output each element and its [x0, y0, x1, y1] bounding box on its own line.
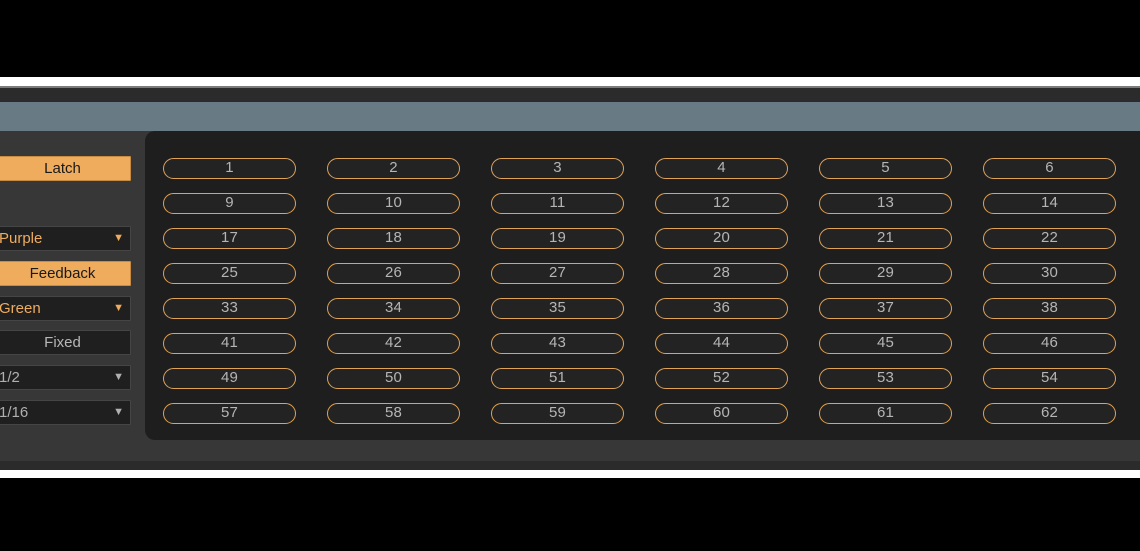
pad-grid: 1 2 3 4 5 6 9 10 11 12 13 14 17 18 19 20 21 22 25 26 27 28 29 3… [163, 158, 1140, 424]
window-titlebar[interactable] [0, 102, 1140, 131]
chevron-down-icon: ▼ [113, 232, 124, 244]
pad-button[interactable]: 10 [327, 193, 460, 214]
pad-button[interactable]: 19 [491, 228, 624, 249]
pad-button[interactable]: 59 [491, 403, 624, 424]
pad-button[interactable]: 50 [327, 368, 460, 389]
pad-button[interactable]: 46 [983, 333, 1116, 354]
pad-button[interactable]: 35 [491, 298, 624, 319]
pad-button[interactable]: 12 [655, 193, 788, 214]
device-footer [0, 461, 1140, 470]
pad-button[interactable]: 37 [819, 298, 952, 319]
pad-button[interactable]: 18 [327, 228, 460, 249]
color-2-dropdown-label: Green [0, 300, 41, 317]
pad-button[interactable]: 60 [655, 403, 788, 424]
latch-button[interactable]: Latch [0, 156, 131, 181]
chevron-down-icon: ▼ [113, 302, 124, 314]
bottom-black-area [0, 478, 1140, 551]
pad-button[interactable]: 27 [491, 263, 624, 284]
control-sidebar: Latch Purple ▼ Feedback Green ▼ Fixed 1/… [0, 131, 131, 461]
color-1-dropdown[interactable]: Purple ▼ [0, 226, 131, 251]
chevron-down-icon: ▼ [113, 371, 124, 383]
chevron-down-icon: ▼ [113, 406, 124, 418]
pad-button[interactable]: 5 [819, 158, 952, 179]
pad-button[interactable]: 25 [163, 263, 296, 284]
pad-button[interactable]: 2 [327, 158, 460, 179]
pad-button[interactable]: 53 [819, 368, 952, 389]
pad-button[interactable]: 43 [491, 333, 624, 354]
fixed-button[interactable]: Fixed [0, 330, 131, 355]
pad-button[interactable]: 58 [327, 403, 460, 424]
pad-button[interactable]: 49 [163, 368, 296, 389]
pad-button[interactable]: 22 [983, 228, 1116, 249]
pad-button[interactable]: 54 [983, 368, 1116, 389]
rate-2-dropdown[interactable]: 1/16 ▼ [0, 400, 131, 425]
rate-2-dropdown-label: 1/16 [0, 404, 29, 421]
pad-button[interactable]: 57 [163, 403, 296, 424]
pad-button[interactable]: 61 [819, 403, 952, 424]
pad-button[interactable]: 17 [163, 228, 296, 249]
pad-button[interactable]: 3 [491, 158, 624, 179]
pad-button[interactable]: 34 [327, 298, 460, 319]
pad-button[interactable]: 38 [983, 298, 1116, 319]
pad-button[interactable]: 28 [655, 263, 788, 284]
pad-button[interactable]: 1 [163, 158, 296, 179]
top-white-gap [0, 77, 1140, 86]
pad-button[interactable]: 36 [655, 298, 788, 319]
pad-button[interactable]: 30 [983, 263, 1116, 284]
rate-1-dropdown-label: 1/2 [0, 369, 20, 386]
pad-button[interactable]: 14 [983, 193, 1116, 214]
pad-button[interactable]: 33 [163, 298, 296, 319]
pad-button[interactable]: 26 [327, 263, 460, 284]
pad-button[interactable]: 62 [983, 403, 1116, 424]
pad-button[interactable]: 21 [819, 228, 952, 249]
pad-button[interactable]: 9 [163, 193, 296, 214]
pad-button[interactable]: 45 [819, 333, 952, 354]
pad-grid-panel: 1 2 3 4 5 6 9 10 11 12 13 14 17 18 19 20 21 22 25 26 27 28 29 3… [145, 131, 1140, 440]
pad-button[interactable]: 4 [655, 158, 788, 179]
pad-button[interactable]: 41 [163, 333, 296, 354]
feedback-button[interactable]: Feedback [0, 261, 131, 286]
top-hairline [0, 86, 1140, 88]
pad-button[interactable]: 29 [819, 263, 952, 284]
pad-button[interactable]: 6 [983, 158, 1116, 179]
color-1-dropdown-label: Purple [0, 230, 43, 247]
color-2-dropdown[interactable]: Green ▼ [0, 296, 131, 321]
pad-button[interactable]: 11 [491, 193, 624, 214]
pad-button[interactable]: 13 [819, 193, 952, 214]
pad-button[interactable]: 44 [655, 333, 788, 354]
pad-button[interactable]: 42 [327, 333, 460, 354]
pad-button[interactable]: 52 [655, 368, 788, 389]
bottom-white-gap [0, 470, 1140, 478]
pad-button[interactable]: 20 [655, 228, 788, 249]
pad-button[interactable]: 51 [491, 368, 624, 389]
rate-1-dropdown[interactable]: 1/2 ▼ [0, 365, 131, 390]
top-dark-strip [0, 88, 1140, 102]
